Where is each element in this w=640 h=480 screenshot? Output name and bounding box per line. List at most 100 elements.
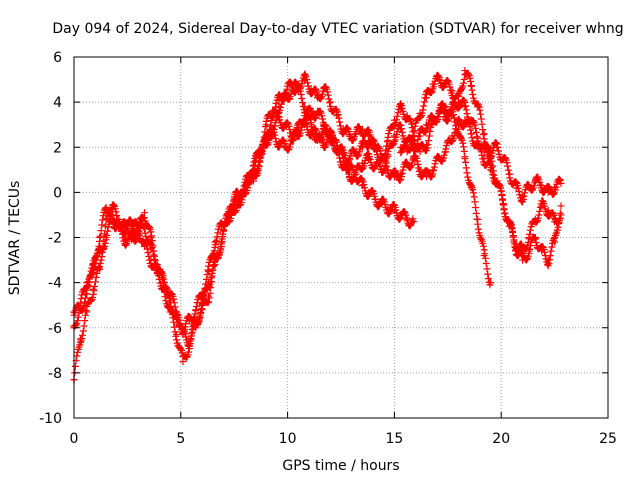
data-point [115,224,123,232]
data-point [461,155,469,163]
y-axis-label: SDTVAR / TECUs [7,181,23,296]
data-point [243,177,251,185]
data-point [365,155,373,163]
data-point [371,161,379,169]
data-point [76,306,84,314]
data-point [96,234,104,241]
series-day-5 [397,67,565,270]
data-point [506,170,514,178]
data-point [422,121,430,129]
x-axis-label: GPS time / hours [282,458,399,474]
data-point [551,218,559,226]
data-point [205,267,213,275]
data-point [333,143,341,151]
data-point [487,279,495,287]
data-point [525,247,533,255]
data-point [358,182,366,190]
data-point [499,200,507,208]
data-point [89,285,97,293]
data-point [140,209,148,217]
data-point [320,139,328,147]
data-point [384,204,392,212]
data-point [435,76,443,84]
data-point [108,215,116,223]
data-point [339,150,347,158]
data-point [128,224,136,232]
axis-ticks: 0 5 10 15 20 25 -10 -8 -6 -4 -2 0 2 4 6 [39,50,617,447]
data-point [506,222,514,230]
data-point [173,331,181,339]
data-point [403,136,411,144]
data-point [281,143,289,151]
data-point [83,308,91,316]
data-point [454,121,462,129]
data-point [281,94,289,102]
data-point [487,155,495,163]
data-point [166,290,174,298]
data-point [307,85,315,93]
y-tick-label: -6 [48,321,62,337]
y-tick-label: 4 [53,95,62,111]
data-point [551,184,559,192]
data-point [185,337,193,345]
data-point [544,256,552,264]
data-point [454,98,462,106]
data-point [480,252,488,260]
data-point [134,229,142,237]
data-point [442,114,450,122]
data-point [403,148,411,156]
data-point [314,132,322,140]
data-point [326,132,334,140]
data-point [525,184,533,192]
data-point [410,155,418,163]
data-point [121,224,129,232]
data-point [237,188,245,196]
data-point [371,195,379,203]
data-point [358,143,366,151]
data-point [76,335,84,343]
data-point [358,125,366,133]
data-point [397,143,405,151]
data-points [70,67,565,384]
data-point [275,103,283,111]
data-point [230,195,238,203]
data-point [531,177,539,185]
x-tick-label: 0 [70,431,79,447]
data-point [147,256,155,264]
data-point [378,200,386,208]
data-point [538,182,546,190]
data-point [557,211,565,219]
data-point [166,297,174,305]
data-point [448,132,456,140]
data-point [403,112,411,120]
data-point [467,184,475,192]
data-point [249,177,257,185]
data-point [403,215,411,223]
data-point [397,211,405,219]
data-point [307,127,315,135]
data-point [307,112,315,120]
data-point [307,121,315,129]
data-point [121,236,129,244]
data-point [365,132,373,140]
data-point [352,170,360,178]
data-point [294,80,302,88]
data-point [416,148,424,156]
y-tick-label: 0 [53,185,62,201]
data-point [480,148,488,156]
data-point [512,245,520,253]
data-point [467,116,475,124]
data-point [320,85,328,93]
y-tick-label: 6 [53,50,62,66]
data-point [448,87,456,95]
x-tick-label: 25 [599,431,617,447]
data-point [474,215,482,223]
series-day-1 [70,112,418,384]
data-point [288,87,296,95]
data-point [493,143,501,151]
y-tick-label: -2 [48,231,62,247]
data-point [371,141,379,149]
data-point [275,139,283,147]
data-point [346,155,354,163]
data-point [269,114,277,122]
